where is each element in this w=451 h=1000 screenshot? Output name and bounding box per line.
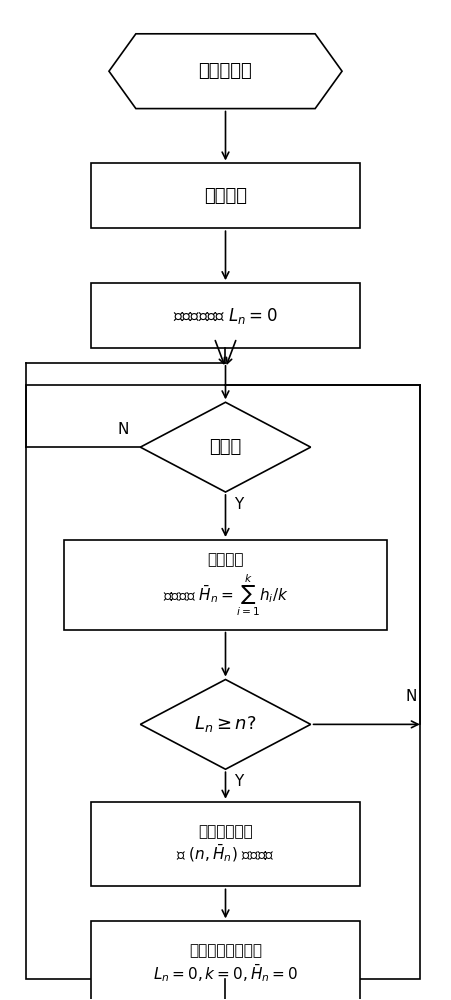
Polygon shape — [109, 34, 342, 109]
Bar — [91, 802, 360, 886]
Text: 穿带，切头: 穿带，切头 — [198, 62, 253, 80]
Text: Y: Y — [235, 774, 244, 789]
Text: $L_n \geq n?$: $L_n \geq n?$ — [194, 714, 257, 734]
Text: N: N — [118, 422, 129, 437]
Bar — [91, 921, 360, 1000]
Text: 辨识精度进程 $L_n=0$: 辨识精度进程 $L_n=0$ — [173, 306, 278, 326]
Polygon shape — [140, 402, 311, 492]
Bar — [26, 385, 420, 979]
Bar — [91, 163, 360, 228]
Text: N: N — [406, 689, 417, 704]
Text: 堆栈清零: 堆栈清零 — [204, 187, 247, 205]
Bar — [91, 283, 360, 348]
Text: 辨识精度进程清零
$L_n=0, k=0, \bar{H}_n=0$: 辨识精度进程清零 $L_n=0, k=0, \bar{H}_n=0$ — [153, 944, 298, 984]
Polygon shape — [140, 680, 311, 769]
Text: Y: Y — [235, 497, 244, 512]
Text: 堆栈数据更新
将 $(n, \bar{H}_n)$ 送入堆栈: 堆栈数据更新 将 $(n, \bar{H}_n)$ 送入堆栈 — [176, 824, 275, 864]
Bar — [64, 540, 387, 630]
Text: 厚度采样
均值处理 $\bar{H}_n=\sum_{i=1}^{k}h_i/k$: 厚度采样 均值处理 $\bar{H}_n=\sum_{i=1}^{k}h_i/k… — [163, 552, 288, 618]
Text: 送带？: 送带？ — [209, 438, 242, 456]
